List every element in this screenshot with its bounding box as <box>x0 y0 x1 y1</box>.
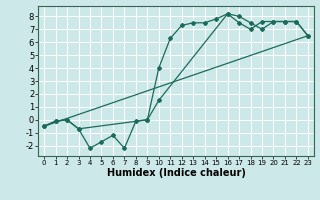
X-axis label: Humidex (Indice chaleur): Humidex (Indice chaleur) <box>107 168 245 178</box>
